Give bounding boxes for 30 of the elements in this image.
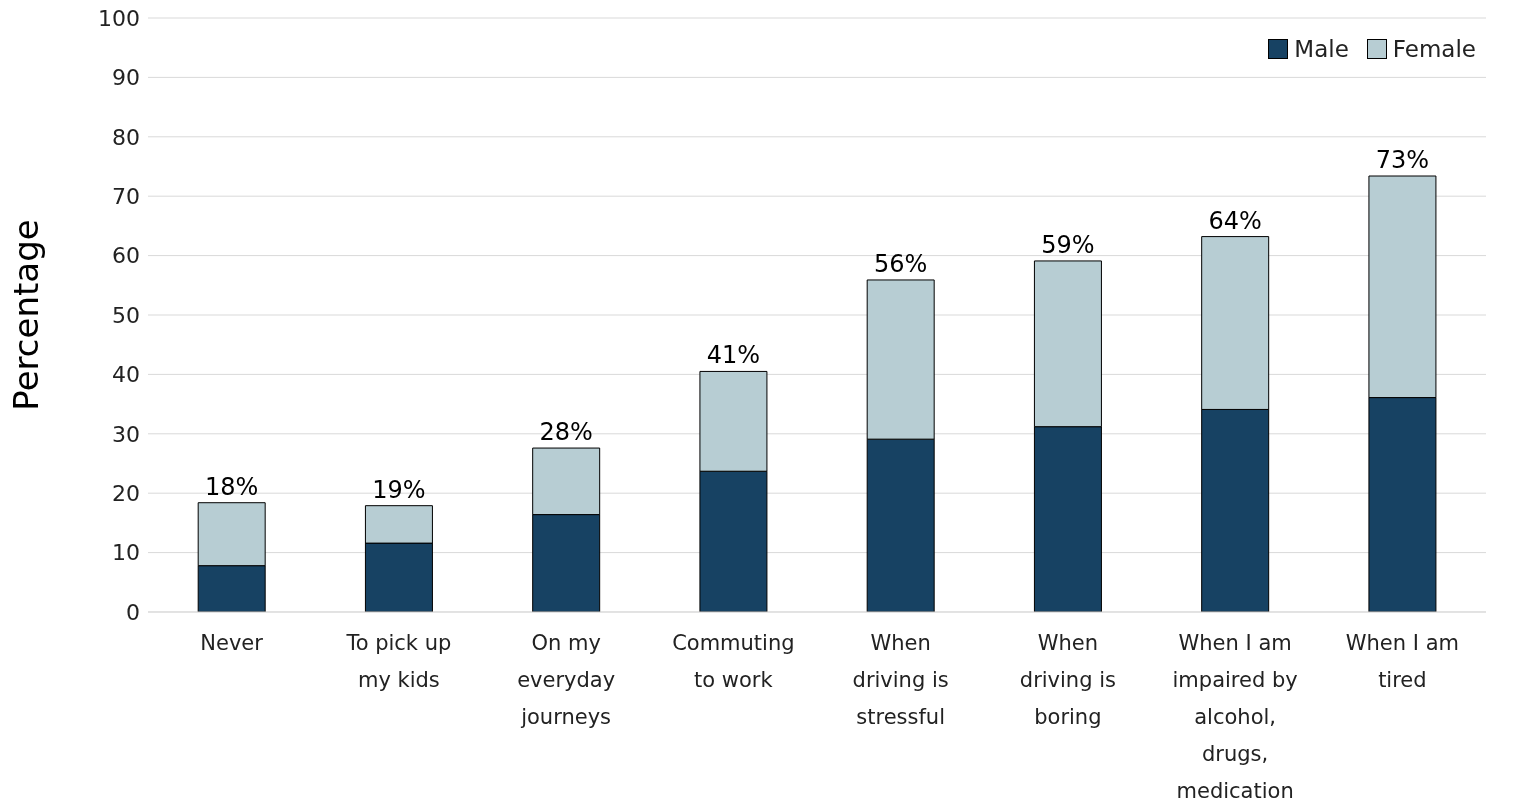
legend-label: Female	[1392, 36, 1476, 62]
y-tick-label: 80	[112, 124, 140, 150]
y-tick-label: 70	[112, 184, 140, 210]
x-tick-label: When driving is stressful	[852, 631, 949, 729]
total-label: 28%	[539, 418, 593, 447]
total-label: 19%	[372, 475, 426, 504]
x-tick-label: On my everyday journeys	[517, 631, 616, 729]
y-tick-label: 40	[112, 362, 140, 388]
y-tick-label: 60	[112, 243, 140, 269]
x-tick-label: Commuting to work	[672, 631, 795, 692]
y-tick-label: 20	[112, 481, 140, 507]
y-tick-label: 50	[112, 302, 140, 328]
y-tick-label: 30	[112, 421, 140, 447]
total-label: 59%	[1041, 230, 1095, 259]
total-label: 41%	[706, 341, 761, 370]
x-tick-label: To pick up my kids	[345, 631, 452, 692]
total-label: 73%	[1375, 146, 1430, 174]
x-tick-label: When I am impaired by alcohol, drugs, medication	[1172, 631, 1298, 803]
x-tick-label: When I am tired	[1345, 631, 1459, 692]
legend-label: Male	[1294, 36, 1349, 62]
y-tick-label: 10	[112, 540, 140, 566]
y-axis-title: Percentage	[6, 219, 47, 411]
y-tick-label: 90	[112, 65, 140, 91]
total-label: 18%	[205, 472, 259, 501]
y-tick-label: 100	[98, 5, 140, 31]
x-tick-label: When driving is boring	[1019, 631, 1116, 729]
y-tick-label: 0	[126, 599, 140, 625]
total-label: 56%	[874, 249, 928, 278]
total-label: 64%	[1208, 206, 1262, 235]
x-tick-label: Never	[200, 631, 264, 655]
